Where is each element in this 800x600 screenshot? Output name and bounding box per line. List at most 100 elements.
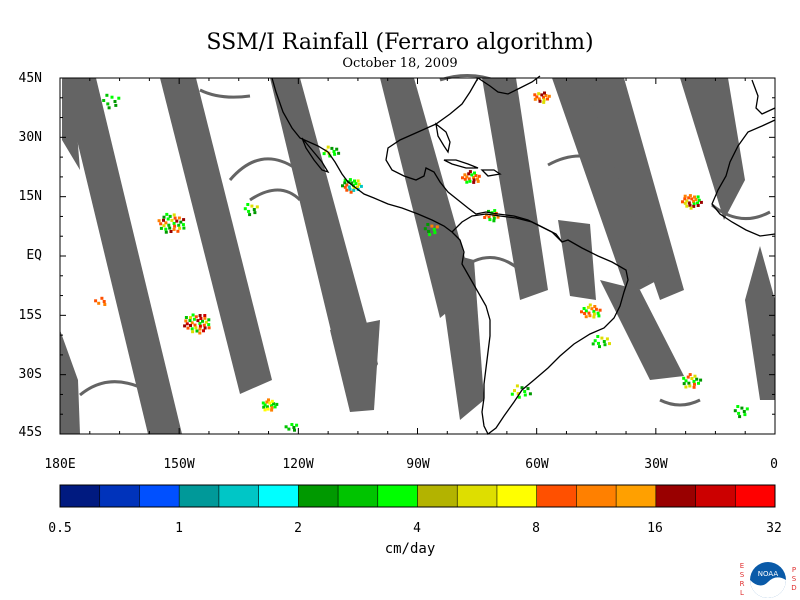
rain-cell <box>689 206 693 210</box>
rain-cell <box>255 205 259 209</box>
rain-cell <box>293 428 296 432</box>
rain-cell <box>535 95 539 99</box>
colorbar-segment <box>496 485 538 507</box>
rain-cell <box>596 311 600 315</box>
rain-cell <box>352 186 356 190</box>
rain-cell <box>474 174 478 177</box>
rain-cell <box>252 208 256 211</box>
rain-cell <box>692 204 696 208</box>
rain-cell <box>597 341 600 345</box>
logo-center-text: NOAA <box>758 570 779 578</box>
rain-cell <box>347 185 351 189</box>
rain-cell <box>687 381 691 385</box>
rain-cell <box>738 415 742 419</box>
rain-cell <box>190 327 194 331</box>
rain-cell <box>190 321 194 325</box>
rain-cell <box>198 327 202 331</box>
rain-cell <box>605 337 609 341</box>
rain-cell <box>603 343 607 347</box>
rain-cell <box>473 171 476 175</box>
rain-cell <box>510 392 514 396</box>
coastline-baja <box>301 137 330 174</box>
rain-cell <box>207 326 211 330</box>
colorbar-tick-label: 2 <box>294 521 302 536</box>
rain-cell <box>189 324 192 327</box>
colorbar-segment <box>179 485 220 507</box>
rain-cell <box>686 375 690 379</box>
lon-label-60w: 60W <box>525 457 549 472</box>
no-data-swath <box>62 78 182 434</box>
coastline-africa <box>711 119 776 237</box>
rain-cell <box>461 176 464 180</box>
rain-cell <box>694 198 698 201</box>
rain-cell <box>350 181 354 185</box>
rain-cell <box>203 316 207 320</box>
rain-cell <box>492 219 496 223</box>
rain-cell <box>173 216 177 220</box>
rain-cell <box>287 427 291 431</box>
rain-cell <box>483 216 487 219</box>
rain-cell <box>484 213 488 217</box>
rain-cell <box>184 319 188 323</box>
colorbar-tick-label: 0.5 <box>48 521 72 536</box>
rain-cell <box>193 323 197 327</box>
rain-cell <box>465 175 469 179</box>
rain-cell <box>696 195 700 199</box>
rain-cell <box>697 198 701 202</box>
rain-cell <box>697 381 700 385</box>
rain-cell <box>94 299 98 303</box>
rain-cell <box>177 223 181 227</box>
rain-cell <box>472 180 476 184</box>
rain-cell <box>343 181 347 185</box>
rain-cell <box>162 224 166 228</box>
no-data-swath <box>558 220 596 300</box>
rain-cell <box>692 380 696 383</box>
rain-cell <box>594 307 598 311</box>
rain-cell <box>472 176 476 179</box>
rain-cell <box>191 313 195 317</box>
colorbar-segment <box>218 485 260 507</box>
coastline-south-america <box>451 213 629 435</box>
rain-cell <box>265 400 269 404</box>
rain-cell <box>189 316 192 320</box>
no-data-swath <box>62 78 80 170</box>
rain-cell <box>526 387 530 391</box>
lat-label-15s: 15S <box>18 308 42 323</box>
coastline-cuba <box>443 159 479 169</box>
rain-cell <box>523 390 527 393</box>
rain-cell <box>600 336 604 340</box>
rain-cell <box>476 179 480 183</box>
colorbar-segment <box>377 485 418 507</box>
swath-edge-arc <box>249 188 302 202</box>
rain-cell <box>330 146 334 150</box>
rain-cell <box>588 314 592 318</box>
noaa-emblem-icon: NOAA <box>750 562 786 598</box>
rain-cell <box>345 188 349 192</box>
rain-cell <box>168 214 172 218</box>
rain-cell <box>102 99 106 102</box>
rain-cell <box>582 307 586 310</box>
rain-cell <box>597 314 601 318</box>
lat-label-15n: 15N <box>18 189 42 204</box>
rain-cell <box>602 340 606 343</box>
rain-cell <box>341 184 344 188</box>
rain-cell <box>292 426 296 429</box>
rain-cell <box>199 317 203 320</box>
rain-cell <box>463 177 467 181</box>
rain-cell <box>470 173 474 177</box>
rain-cell <box>184 316 188 319</box>
lon-label-150w: 150W <box>163 457 195 472</box>
colorbar-segment <box>735 485 776 507</box>
rain-cell <box>587 311 591 315</box>
rain-cell <box>542 98 546 102</box>
rain-cell <box>592 310 596 313</box>
lon-label-120w: 120W <box>282 457 314 472</box>
rain-cell <box>322 152 326 156</box>
rain-cell <box>743 413 747 417</box>
rain-cell <box>542 100 546 104</box>
rain-cell <box>188 319 192 322</box>
colorbar-segment <box>258 485 299 507</box>
rain-cell <box>537 97 541 101</box>
rain-cell <box>533 97 537 101</box>
